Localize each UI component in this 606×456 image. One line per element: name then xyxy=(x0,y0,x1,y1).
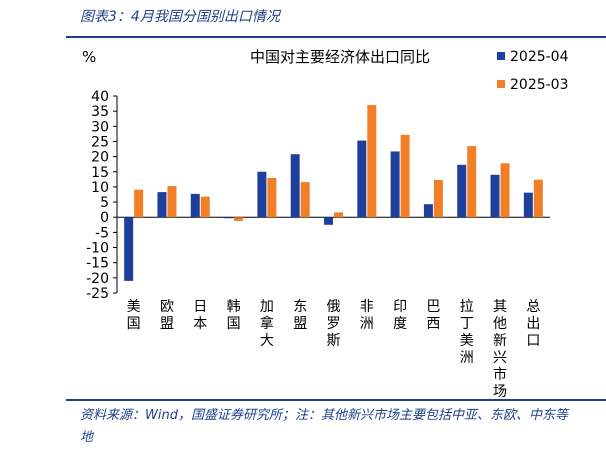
bar-2025-03 xyxy=(367,105,377,218)
y-tick-label: 30 xyxy=(91,119,109,135)
y-tick-label: -5 xyxy=(95,225,109,241)
legend-label: 2025-03 xyxy=(510,77,569,93)
bar-2025-03 xyxy=(433,179,443,218)
bar-2025-03 xyxy=(167,186,177,218)
x-tick-label: 日本 xyxy=(193,299,207,332)
bar-2025-03 xyxy=(500,163,510,218)
legend-label: 2025-04 xyxy=(510,49,569,65)
y-tick-label: 15 xyxy=(91,165,109,181)
bar-2025-04 xyxy=(190,193,200,218)
y-tick-label: 25 xyxy=(91,134,109,150)
y-tick-label: 20 xyxy=(91,150,109,166)
x-tick-label: 韩国 xyxy=(227,299,241,332)
chart-title: 中国对主要经济体出口同比 xyxy=(250,48,430,66)
bar-2025-04 xyxy=(423,204,433,218)
bar-2025-04 xyxy=(157,192,167,218)
bar-2025-04 xyxy=(523,192,533,218)
bar-2025-03 xyxy=(134,189,144,218)
bar-2025-04 xyxy=(457,164,467,218)
y-tick-label: -15 xyxy=(86,256,109,272)
legend: 2025-04 2025-03 xyxy=(497,49,569,93)
bar-2025-03 xyxy=(334,212,343,218)
y-tick-label: -25 xyxy=(86,286,109,302)
y-tick-label: 0 xyxy=(100,210,109,226)
x-tick-label: 总出口 xyxy=(526,299,540,349)
x-tick-label: 非洲 xyxy=(360,299,374,332)
source-note: 资料来源：Wind，国盛证券研究所；注：其他新兴市场主要包括中亚、东欧、中东等地 xyxy=(80,408,568,445)
y-tick-label: -20 xyxy=(86,271,109,287)
x-tick-label: 加拿大 xyxy=(260,299,274,349)
bar-2025-04 xyxy=(390,151,400,218)
bar-2025-04 xyxy=(224,217,234,219)
bar-2025-03 xyxy=(467,146,477,218)
figure-title: 图表3：4月我国分国别出口情况 xyxy=(80,9,280,25)
top-rule xyxy=(66,36,606,38)
x-tick-label: 巴西 xyxy=(426,299,440,332)
bottom-rule xyxy=(66,399,606,401)
y-tick-label: 35 xyxy=(91,104,109,120)
x-tick-label: 印度 xyxy=(393,299,407,332)
bar-2025-04 xyxy=(290,154,300,218)
bar-2025-04 xyxy=(257,171,267,218)
legend-swatch xyxy=(497,80,505,88)
bar-2025-04 xyxy=(490,174,500,218)
y-axis-unit: % xyxy=(82,48,96,66)
bar-2025-03 xyxy=(300,182,310,218)
bar-2025-04 xyxy=(124,217,134,281)
bar-2025-03 xyxy=(200,196,210,218)
x-tick-label: 拉丁美洲 xyxy=(460,299,474,366)
x-tick-label: 东盟 xyxy=(293,299,307,332)
x-tick-label: 欧盟 xyxy=(160,299,174,332)
bar-2025-03 xyxy=(400,134,410,218)
legend-swatch xyxy=(497,52,505,60)
x-tick-label: 美国 xyxy=(127,299,141,332)
y-tick-label: 40 xyxy=(91,89,109,105)
bar-2025-03 xyxy=(267,177,277,218)
y-tick-label: -10 xyxy=(86,241,109,257)
y-tick-label: 5 xyxy=(100,195,109,211)
bar-2025-03 xyxy=(533,179,543,218)
bars xyxy=(124,105,543,281)
x-tick-label: 其他新兴市场 xyxy=(493,299,507,400)
bar-2025-03 xyxy=(234,217,244,221)
bar-2025-04 xyxy=(324,217,333,225)
y-tick-label: 10 xyxy=(91,180,109,196)
bar-2025-04 xyxy=(357,140,367,218)
x-tick-label: 俄罗斯 xyxy=(327,299,341,349)
